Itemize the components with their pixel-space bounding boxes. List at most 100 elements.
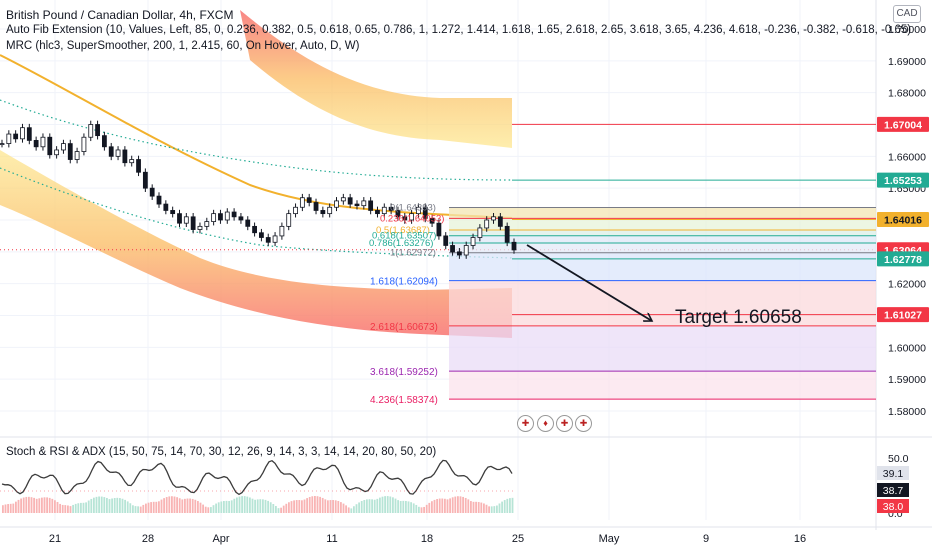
osc-bar <box>334 500 337 513</box>
osc-bar <box>407 501 410 513</box>
time-axis: 21 28 Apr 11 18 25 May 9 16 <box>0 526 932 545</box>
osc-bar <box>116 497 119 513</box>
osc-bar <box>350 508 353 513</box>
osc-bar <box>134 506 137 513</box>
candle-body <box>95 124 100 137</box>
osc-bar <box>202 504 204 513</box>
candle-body <box>306 197 312 203</box>
osc-tick-label: 50.0 <box>888 453 909 465</box>
osc-bar <box>363 500 366 513</box>
y-tick-label: 1.66000 <box>888 151 926 163</box>
osc-bar <box>197 501 199 513</box>
candle-body <box>67 143 73 160</box>
osc-bar <box>186 498 189 513</box>
candle-body <box>136 159 141 173</box>
candle-body <box>409 213 415 221</box>
fib-level-label: 2.618(1.60673) <box>370 322 438 333</box>
fib-zone <box>449 371 876 400</box>
osc-bar <box>210 507 212 513</box>
uk-flag-icon[interactable]: ✚ <box>575 415 592 432</box>
x-tick-label: Apr <box>212 533 229 545</box>
osc-bar <box>275 505 277 513</box>
oscillator-pane: 50.00.039.138.738.0 <box>0 436 932 520</box>
price-axis: 1.700001.690001.680001.670001.660001.650… <box>877 24 929 418</box>
candle-body <box>436 222 442 237</box>
osc-bar <box>428 502 431 513</box>
candle-body <box>26 127 32 141</box>
candle-body <box>313 202 319 211</box>
osc-bar <box>132 505 134 513</box>
candle-body <box>293 206 298 215</box>
osc-bar <box>389 496 392 513</box>
candle-body <box>368 200 374 211</box>
osc-bar <box>366 499 368 513</box>
osc-bar <box>360 501 363 513</box>
osc-bar <box>272 503 275 513</box>
y-tick-label: 1.68000 <box>888 88 926 100</box>
x-tick-label: 11 <box>326 533 337 545</box>
osc-bar <box>152 501 155 513</box>
oscillator-legend: Stoch & RSI & ADX (15, 50, 75, 14, 70, 3… <box>6 446 437 458</box>
fib-level-label: 1.618(1.62094) <box>370 277 438 288</box>
osc-bar <box>425 504 428 513</box>
candle-body <box>40 136 46 148</box>
candle-body <box>511 241 517 251</box>
osc-bar <box>207 507 210 513</box>
x-tick-label: 25 <box>512 533 524 545</box>
osc-badge-label: 38.0 <box>883 501 904 513</box>
uk-flag-icon[interactable]: ✚ <box>517 415 534 432</box>
osc-bar <box>399 501 402 513</box>
osc-bar <box>108 499 111 513</box>
osc-bar <box>7 504 9 513</box>
osc-bar <box>451 497 454 513</box>
osc-bar <box>77 503 80 513</box>
osc-bar <box>282 505 285 513</box>
price-badge: 1.62778 <box>877 251 929 267</box>
osc-bar <box>254 499 256 513</box>
candle-body <box>504 225 510 243</box>
candle-body <box>450 245 455 253</box>
osc-bar <box>82 502 85 513</box>
y-tick-label: 1.59000 <box>888 374 926 386</box>
osc-bar <box>165 497 168 513</box>
candle-body <box>61 143 66 151</box>
osc-bar <box>280 507 282 513</box>
osc-bar <box>12 503 15 513</box>
candle-body <box>402 216 408 221</box>
osc-bar <box>431 501 433 513</box>
candle-body <box>340 197 346 202</box>
candle-body <box>142 171 148 189</box>
osc-bar <box>454 496 457 513</box>
osc-bar <box>119 498 121 513</box>
osc-bar <box>95 496 98 513</box>
osc-bar <box>462 496 464 513</box>
candle-body <box>375 210 380 215</box>
osc-bar <box>311 496 314 513</box>
candle-body <box>456 251 462 256</box>
candle-body <box>108 146 114 157</box>
osc-bar <box>509 498 511 513</box>
osc-bar <box>199 502 202 513</box>
currency-label[interactable]: CAD <box>893 5 921 23</box>
osc-bar <box>373 499 376 513</box>
candle-body <box>272 235 278 243</box>
osc-bar <box>423 506 425 513</box>
osc-bar <box>9 503 12 513</box>
osc-bar <box>158 501 160 513</box>
osc-bar <box>4 504 7 513</box>
osc-bar <box>386 496 389 513</box>
canada-flag-icon[interactable]: ♦ <box>537 415 554 432</box>
mrc-mean-line <box>0 54 513 219</box>
osc-bar <box>25 496 28 513</box>
osc-bar <box>173 496 176 513</box>
osc-bar <box>150 502 152 513</box>
uk-flag-icon[interactable]: ✚ <box>556 415 573 432</box>
x-tick-label: 9 <box>703 533 709 545</box>
osc-bar <box>121 498 124 513</box>
osc-bar <box>160 499 163 513</box>
candle-body <box>88 124 94 138</box>
osc-bar <box>137 506 139 513</box>
stoch-line <box>1 459 513 496</box>
osc-bar <box>249 497 251 513</box>
